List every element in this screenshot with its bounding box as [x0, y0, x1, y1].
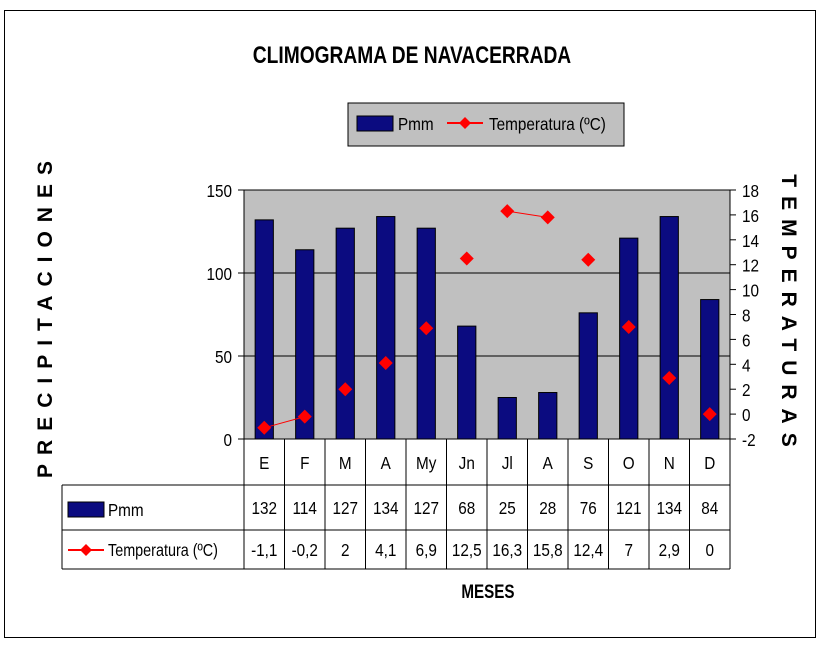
- y2-tick-label: 10: [742, 280, 759, 300]
- table-temperature-value: -1,1: [251, 540, 277, 560]
- table-temperature-value: 2: [341, 540, 350, 560]
- legend-label-temperature: Temperatura (ºC): [489, 114, 606, 134]
- temperature-marker-7: [540, 210, 555, 225]
- table-pmm-value: 114: [293, 498, 317, 518]
- bar-9: [619, 237, 639, 440]
- y2-tick-label: 4: [742, 355, 751, 375]
- temperature-marker-8: [581, 252, 596, 267]
- legend-label-pmm: Pmm: [398, 114, 434, 134]
- table-swatch-pmm: [67, 501, 105, 518]
- table-pmm-value: 134: [373, 498, 399, 518]
- x-axis-label: MESES: [461, 580, 514, 602]
- table-pmm-value: 84: [701, 498, 718, 518]
- y2-tick-label: 0: [742, 405, 751, 425]
- y2-tick-label: 6: [742, 330, 751, 350]
- table-temperature-value: 4,1: [375, 540, 396, 560]
- table-pmm-value: 25: [499, 498, 516, 518]
- y-tick-label: 0: [223, 430, 232, 450]
- gridlines: [244, 189, 730, 357]
- table-pmm-value: 127: [413, 498, 439, 518]
- table-temperature-value: 6,9: [416, 540, 437, 560]
- y-axis-right-ticks: -2 0 2 4 6 8 10 12 14 16 18: [730, 181, 759, 450]
- temperature-marker-10: [662, 370, 677, 385]
- table-category-label: E: [259, 453, 269, 473]
- table-category-label: S: [583, 453, 593, 473]
- table-row-label-pmm: Pmm: [108, 500, 144, 520]
- bar-0: [254, 219, 274, 440]
- temperature-marker-0: [257, 420, 272, 435]
- line-series-temperature: [257, 204, 717, 435]
- table-temperature-value: 12,5: [452, 540, 482, 560]
- bar-2: [335, 227, 355, 440]
- table-temperature-value: 2,9: [659, 540, 680, 560]
- table-category-label: N: [664, 453, 675, 473]
- temperature-line-segment-0: [264, 416, 305, 429]
- y-tick-label: 100: [206, 264, 232, 284]
- y2-tick-label: 8: [742, 305, 751, 325]
- table-category-label: O: [623, 453, 635, 473]
- temperature-marker-1: [297, 409, 312, 424]
- y2-tick-label: 18: [742, 181, 759, 201]
- temperature-marker-9: [621, 319, 636, 334]
- temperature-marker-5: [459, 251, 474, 266]
- table-category-label: A: [543, 453, 554, 473]
- temperature-marker-11: [702, 407, 717, 422]
- y-axis-label: PRECIPITACIONES: [34, 152, 57, 478]
- table-category-label: M: [339, 453, 352, 473]
- temperature-marker-4: [419, 321, 434, 336]
- y-tick-label: 150: [206, 181, 232, 201]
- bar-series-pmm: [254, 216, 720, 440]
- plot-area: [244, 190, 730, 439]
- table-category-label: My: [416, 453, 437, 473]
- table-temperature-value: 16,3: [492, 540, 522, 560]
- table-row-label-temperature: Temperatura (ºC): [108, 541, 218, 561]
- bar-5: [457, 325, 477, 440]
- temperature-line-segment-1: [507, 210, 548, 218]
- table-category-label: D: [704, 453, 715, 473]
- table-category-label: A: [381, 453, 392, 473]
- bar-8: [578, 312, 598, 440]
- bar-3: [376, 216, 396, 440]
- data-table: E F M A My Jn Jl A S O N D 132 114 127 134 127 68 25 28 76 12…: [61, 439, 731, 570]
- legend: Pmm Temperatura (ºC): [347, 102, 625, 147]
- temperature-marker-2: [338, 382, 353, 397]
- bar-6: [497, 397, 517, 440]
- table-pmm-value: 68: [458, 498, 475, 518]
- legend-swatch-pmm: [356, 115, 394, 132]
- table-category-label: F: [300, 453, 309, 473]
- table-temperature-value: 0: [705, 540, 714, 560]
- table-temperature-value: -0,2: [292, 540, 318, 560]
- y-axis-right-label: TEMPERATURAS: [777, 174, 800, 455]
- y2-tick-label: 14: [742, 231, 759, 251]
- table-pmm-value: 28: [539, 498, 556, 518]
- y2-tick-label: 12: [742, 256, 759, 276]
- table-pmm-value: 121: [616, 498, 642, 518]
- chart-frame: [4, 10, 816, 638]
- temperature-marker-6: [500, 204, 515, 219]
- table-category-label: Jn: [459, 453, 475, 473]
- table-pmm-value: 132: [251, 498, 277, 518]
- y2-tick-label: -2: [742, 430, 756, 450]
- table-temperature-value: 7: [624, 540, 633, 560]
- legend-box: [347, 102, 625, 147]
- y2-tick-label: 16: [742, 206, 759, 226]
- y2-tick-label: 2: [742, 380, 751, 400]
- table-marker-temperature: [80, 544, 92, 556]
- legend-marker-temperature: [459, 117, 471, 129]
- y-tick-label: 50: [215, 347, 232, 367]
- bar-10: [659, 216, 679, 440]
- table-pmm-value: 76: [580, 498, 597, 518]
- chart-title: CLIMOGRAMA DE NAVACERRADA: [253, 41, 572, 69]
- table-category-label: Jl: [502, 453, 513, 473]
- table-temperature-value: 12,4: [573, 540, 603, 560]
- table-pmm-value: 127: [332, 498, 358, 518]
- bar-7: [538, 392, 558, 440]
- y-axis-left-ticks: 0 50 100 150: [206, 181, 244, 450]
- table-temperature-value: 15,8: [533, 540, 563, 560]
- table-pmm-value: 134: [656, 498, 682, 518]
- temperature-marker-3: [378, 356, 393, 371]
